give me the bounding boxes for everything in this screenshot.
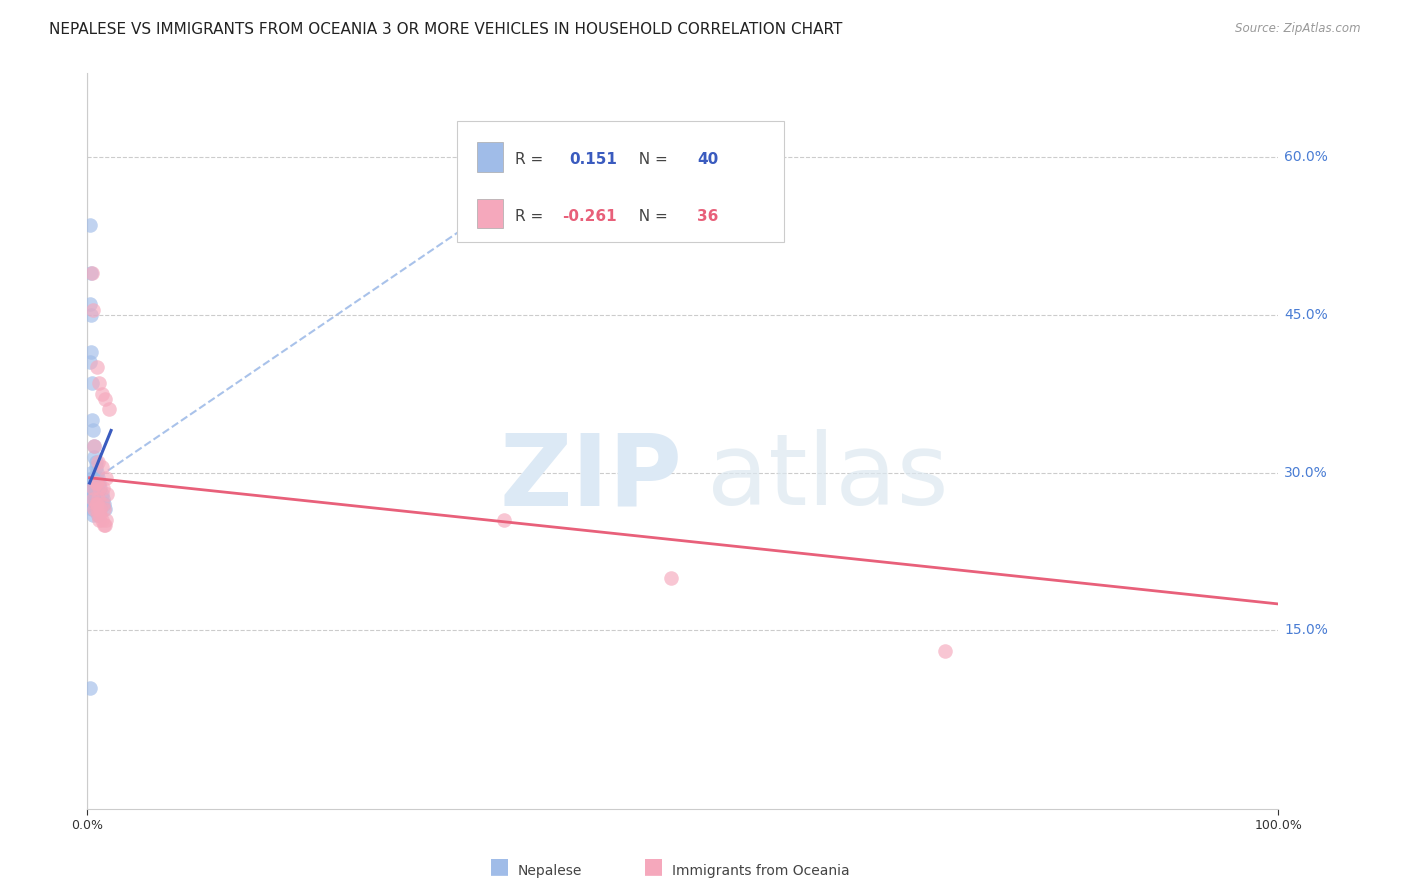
Text: -0.261: -0.261 [562,209,617,224]
Text: N =: N = [630,209,673,224]
Point [82,508,104,522]
Point [96,471,118,485]
Point [89,502,111,516]
Text: NEPALESE VS IMMIGRANTS FROM OCEANIA 3 OR MORE VEHICLES IN HOUSEHOLD CORRELATION : NEPALESE VS IMMIGRANTS FROM OCEANIA 3 OR… [49,22,842,37]
Point [83,491,105,506]
Point [86,497,108,511]
Point [79,497,101,511]
Point [89,476,111,491]
Point [83,439,105,453]
Point [494,513,516,527]
Point [84,455,107,469]
Point [89,376,111,391]
Point [80,471,103,485]
Point [87,491,110,506]
Point [83,450,105,464]
Point [97,402,120,417]
Point [87,508,110,522]
Point [86,502,108,516]
Point [94,502,117,516]
Point [86,360,108,375]
FancyBboxPatch shape [477,199,503,228]
Point [80,466,103,480]
Point [89,508,111,522]
Point [87,455,110,469]
Point [934,644,956,658]
Point [89,497,111,511]
Point [82,302,104,317]
Text: 15.0%: 15.0% [1284,624,1329,637]
Point [82,491,104,506]
Text: Nepalese: Nepalese [517,863,582,878]
Point [90,460,112,475]
Point [80,502,103,516]
Point [82,481,104,495]
Point [79,681,101,695]
Point [89,513,111,527]
Point [86,502,108,516]
Point [94,392,117,406]
Point [80,308,103,322]
Text: Immigrants from Oceania: Immigrants from Oceania [672,863,849,878]
FancyBboxPatch shape [477,142,503,171]
Text: 36: 36 [697,209,718,224]
Point [87,471,110,485]
Point [93,497,115,511]
Point [84,497,107,511]
Text: ■: ■ [489,856,509,876]
Text: N =: N = [630,153,673,168]
Point [90,486,112,500]
Point [79,297,101,311]
Text: 40: 40 [697,153,718,168]
Point [91,491,114,506]
Text: ZIP: ZIP [501,429,683,526]
Point [659,571,682,585]
Text: 60.0%: 60.0% [1284,150,1329,164]
Point [96,513,118,527]
Point [90,513,112,527]
Point [80,481,103,495]
Point [80,486,103,500]
Point [87,508,110,522]
Text: atlas: atlas [707,429,948,526]
Text: Source: ZipAtlas.com: Source: ZipAtlas.com [1236,22,1361,36]
Text: R =: R = [515,209,548,224]
Point [79,491,101,506]
Text: 30.0%: 30.0% [1284,466,1329,480]
Point [80,476,103,491]
Point [79,476,101,491]
Point [84,497,107,511]
Point [82,424,104,438]
Point [94,518,117,533]
Point [83,502,105,516]
Point [96,486,118,500]
Point [84,476,107,491]
Point [91,497,114,511]
Text: ■: ■ [644,856,664,876]
Point [86,466,108,480]
Point [91,481,114,495]
Point [80,481,103,495]
Point [89,502,111,516]
Point [80,266,103,280]
Point [80,376,103,391]
Point [89,481,111,495]
Point [79,219,101,233]
Point [86,476,108,491]
Point [84,460,107,475]
Point [82,481,104,495]
Text: R =: R = [515,153,553,168]
Point [93,502,115,516]
Point [80,344,103,359]
Point [83,439,105,453]
Point [79,355,101,369]
Text: 0.151: 0.151 [569,153,617,168]
Point [80,413,103,427]
Text: 45.0%: 45.0% [1284,308,1329,322]
Point [93,518,115,533]
Point [89,481,111,495]
FancyBboxPatch shape [457,120,785,243]
Point [80,266,103,280]
Point [90,386,112,401]
